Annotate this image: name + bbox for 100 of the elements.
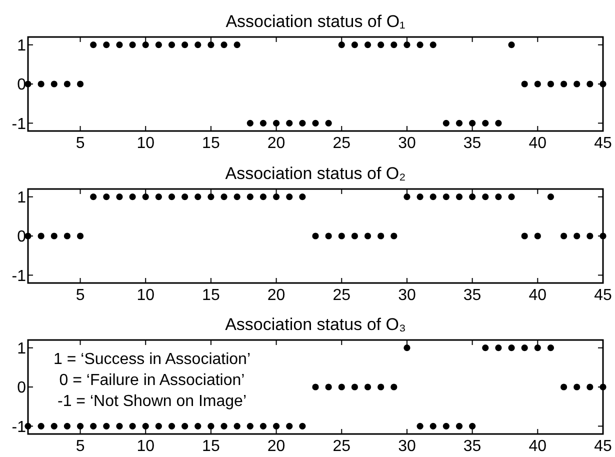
- annotation: 0 = ‘Failure in Association’: [59, 372, 245, 389]
- point: [325, 384, 332, 390]
- x-tick-label: 20: [267, 287, 286, 304]
- y-tick-label: 0: [17, 228, 26, 246]
- x-tick-label: 30: [398, 438, 416, 455]
- point: [430, 42, 436, 48]
- point: [64, 422, 71, 430]
- point: [50, 80, 58, 88]
- y-tick-label: 0: [17, 76, 26, 94]
- point: [495, 344, 502, 352]
- point: [182, 42, 188, 48]
- point: [142, 42, 149, 48]
- point: [508, 344, 515, 352]
- point: [220, 422, 228, 430]
- point: [600, 80, 606, 88]
- x-tick-label: 10: [136, 287, 155, 304]
- point: [469, 120, 476, 126]
- point: [482, 344, 489, 352]
- point: [260, 422, 267, 430]
- y-tick-label: 1: [17, 340, 26, 358]
- point: [456, 120, 463, 126]
- point: [469, 422, 476, 430]
- point: [364, 384, 372, 390]
- point: [182, 422, 188, 430]
- point: [547, 80, 554, 88]
- chart-title: Association status of O₂: [225, 164, 406, 183]
- x-tick-label: 5: [76, 438, 85, 455]
- point: [299, 422, 306, 430]
- point: [586, 384, 594, 390]
- point: [482, 120, 489, 126]
- point: [286, 422, 293, 430]
- x-tick-label: 25: [332, 438, 351, 455]
- point: [299, 120, 306, 126]
- x-tick-label: 35: [463, 438, 482, 455]
- point: [495, 120, 502, 126]
- point: [534, 80, 541, 88]
- point: [208, 42, 214, 48]
- point: [312, 120, 319, 126]
- point: [325, 120, 332, 126]
- point: [76, 422, 84, 430]
- point: [351, 42, 358, 48]
- x-tick-label: 15: [202, 135, 220, 152]
- point: [390, 42, 398, 48]
- y-tick-label: 0: [17, 380, 26, 397]
- point: [312, 384, 319, 390]
- y-tick-label: -1: [12, 116, 26, 133]
- point: [64, 80, 71, 88]
- annotation: 1 = ‘Success in Association’: [54, 351, 250, 368]
- point: [194, 42, 202, 48]
- point: [234, 42, 240, 48]
- point: [442, 120, 450, 126]
- point: [364, 42, 372, 48]
- y-tick-label: -1: [12, 418, 26, 436]
- x-tick-label: 35: [463, 135, 482, 152]
- y-tick-label: 1: [17, 189, 26, 206]
- point: [534, 344, 541, 352]
- point: [521, 344, 528, 352]
- point: [404, 344, 410, 352]
- point: [416, 422, 424, 430]
- chart-title: Association status of O₃: [225, 315, 406, 334]
- point: [50, 422, 58, 430]
- point: [260, 120, 267, 126]
- x-tick-label: 35: [463, 287, 482, 304]
- x-tick-label: 45: [594, 287, 612, 304]
- x-tick-label: 10: [136, 438, 155, 455]
- annotation: -1 = ‘Not Shown on Image’: [58, 393, 246, 410]
- point: [272, 120, 280, 126]
- point: [574, 384, 580, 390]
- point: [430, 422, 436, 430]
- point: [600, 384, 606, 390]
- x-tick-label: 10: [136, 135, 155, 152]
- point: [142, 422, 149, 430]
- point: [521, 80, 528, 88]
- point: [103, 422, 110, 430]
- x-tick-label: 15: [202, 438, 220, 455]
- point: [547, 344, 554, 352]
- point: [194, 422, 202, 430]
- x-tick-label: 25: [332, 135, 351, 152]
- point: [338, 42, 345, 48]
- x-tick-label: 15: [202, 287, 220, 304]
- x-tick-label: 25: [332, 287, 351, 304]
- point: [442, 422, 450, 430]
- point: [560, 80, 568, 88]
- point: [103, 42, 110, 48]
- x-tick-label: 5: [76, 135, 85, 152]
- point: [38, 80, 44, 88]
- x-tick-label: 30: [398, 135, 416, 152]
- point: [116, 42, 123, 48]
- x-tick-label: 40: [528, 438, 547, 455]
- y-tick-label: 1: [17, 37, 26, 54]
- point: [286, 120, 293, 126]
- x-tick-label: 40: [528, 287, 547, 304]
- y-tick-label: -1: [12, 268, 26, 285]
- point: [416, 42, 424, 48]
- x-tick-label: 20: [267, 135, 286, 152]
- point: [246, 120, 254, 126]
- point: [76, 80, 84, 88]
- point: [246, 422, 254, 430]
- x-tick-label: 5: [76, 287, 85, 304]
- point: [234, 422, 240, 430]
